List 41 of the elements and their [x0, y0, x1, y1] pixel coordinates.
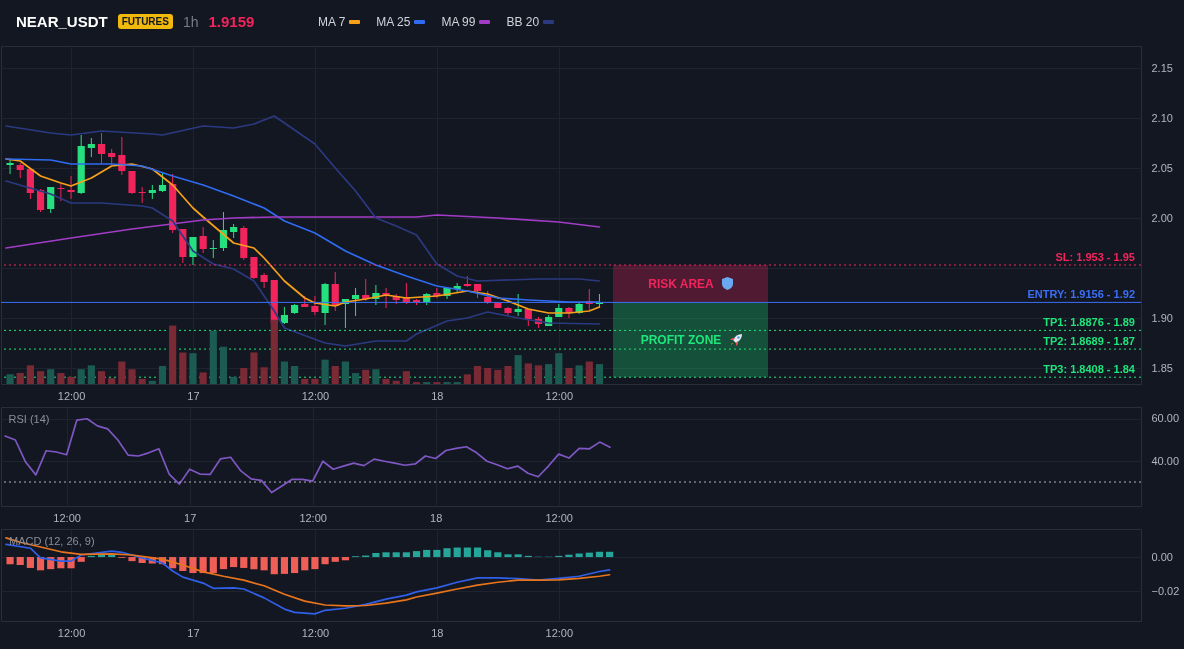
legend-label: MA 7	[318, 15, 346, 29]
y-tick-label: 60.00	[1151, 412, 1180, 425]
x-tick-label: 17	[187, 389, 200, 402]
y-tick-label: −0.02	[1151, 584, 1180, 597]
ref-line-label: SL: 1.953 - 1.95	[1055, 251, 1135, 263]
y-tick-label: 0.00	[1151, 550, 1173, 563]
text: RSI (14)	[8, 413, 50, 425]
x-tick-label: 12:00	[301, 626, 330, 639]
chart-title: NEAR_USDT	[16, 13, 108, 30]
x-tick-label: 12:00	[545, 626, 574, 639]
y-tick-label: 2.00	[1151, 211, 1173, 224]
x-tick-label: 17	[187, 626, 200, 639]
y-tick-label: 2.15	[1151, 61, 1173, 74]
x-tick-label: 18	[431, 626, 444, 639]
x-tick-label: 12:00	[299, 511, 327, 524]
x-tick-label: 12:00	[53, 511, 81, 524]
y-tick-label: 40.00	[1151, 454, 1180, 467]
legend-label: MA 99	[441, 15, 476, 29]
legend-label: BB 20	[506, 15, 540, 29]
x-tick-label: 18	[430, 511, 443, 524]
y-tick-label: 1.85	[1151, 361, 1173, 374]
y-tick-label: 2.05	[1151, 161, 1173, 174]
x-tick-label: 12:00	[301, 389, 330, 402]
ref-line-label: TP1: 1.8876 - 1.89	[1043, 316, 1135, 329]
legend-label: MA 25	[376, 15, 411, 29]
y-tick-label: 1.90	[1151, 311, 1173, 324]
text: 1.9159	[208, 13, 255, 30]
text: 1h	[182, 13, 199, 30]
band-label: RISK AREA	[648, 276, 715, 291]
x-tick-label: 12:00	[545, 511, 573, 524]
y-tick-label: 2.10	[1151, 111, 1173, 124]
x-tick-label: 12:00	[545, 389, 574, 402]
x-tick-label: 17	[184, 511, 197, 524]
x-tick-label: 12:00	[57, 389, 86, 402]
band-label: PROFIT ZONE	[640, 332, 722, 347]
text: FUTURES	[117, 14, 173, 29]
ref-line-label: TP2: 1.8689 - 1.87	[1043, 335, 1135, 348]
ref-line-label: TP3: 1.8408 - 1.84	[1043, 363, 1136, 376]
ref-line-label: ENTRY: 1.9156 - 1.92	[1027, 288, 1135, 301]
x-tick-label: 12:00	[57, 626, 86, 639]
x-tick-label: 18	[431, 389, 444, 402]
